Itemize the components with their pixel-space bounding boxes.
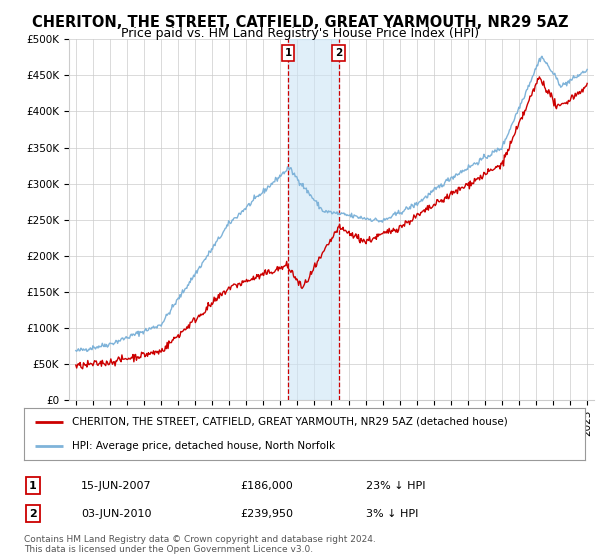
Text: £186,000: £186,000 <box>240 480 293 491</box>
Text: CHERITON, THE STREET, CATFIELD, GREAT YARMOUTH, NR29 5AZ: CHERITON, THE STREET, CATFIELD, GREAT YA… <box>32 15 568 30</box>
Text: 1: 1 <box>29 480 37 491</box>
Text: 23% ↓ HPI: 23% ↓ HPI <box>366 480 425 491</box>
Text: 1: 1 <box>284 48 292 58</box>
Text: 15-JUN-2007: 15-JUN-2007 <box>81 480 152 491</box>
Text: CHERITON, THE STREET, CATFIELD, GREAT YARMOUTH, NR29 5AZ (detached house): CHERITON, THE STREET, CATFIELD, GREAT YA… <box>71 417 508 427</box>
Text: 2: 2 <box>29 508 37 519</box>
Text: 2: 2 <box>335 48 342 58</box>
Text: Contains HM Land Registry data © Crown copyright and database right 2024.
This d: Contains HM Land Registry data © Crown c… <box>24 535 376 554</box>
Text: HPI: Average price, detached house, North Norfolk: HPI: Average price, detached house, Nort… <box>71 441 335 451</box>
Bar <box>288 39 338 400</box>
Text: 3% ↓ HPI: 3% ↓ HPI <box>366 508 418 519</box>
Text: 03-JUN-2010: 03-JUN-2010 <box>81 508 151 519</box>
Text: Price paid vs. HM Land Registry's House Price Index (HPI): Price paid vs. HM Land Registry's House … <box>121 27 479 40</box>
Text: £239,950: £239,950 <box>240 508 293 519</box>
